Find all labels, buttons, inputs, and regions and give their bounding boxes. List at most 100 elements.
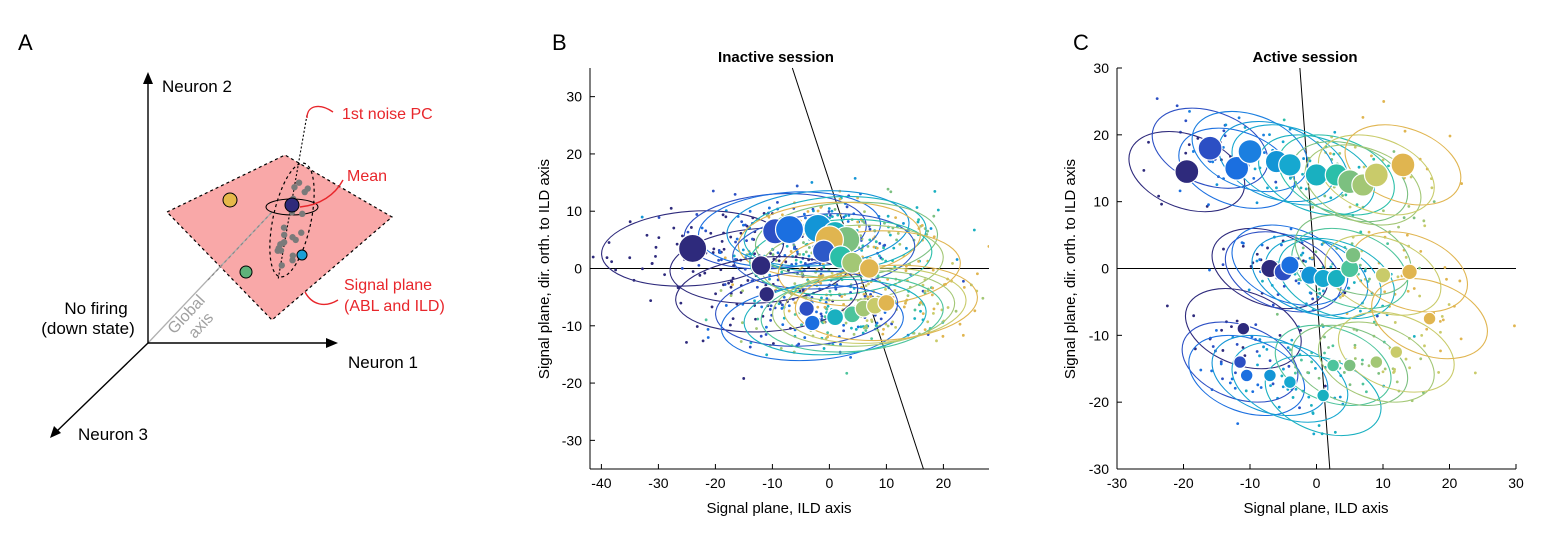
trial-dot [1513,324,1516,328]
y-tick-label: -30 [1089,461,1109,477]
trial-dot [641,267,644,271]
trial-dot [863,210,866,214]
trial-dot [931,286,935,290]
trial-dot [1243,354,1247,358]
trial-dot [711,189,715,193]
trial-dot [769,318,773,322]
trial-dot [827,207,831,210]
trial-dot [1258,354,1261,358]
trial-dot [1184,119,1188,123]
trial-dot [764,333,768,336]
trial-dot [1252,176,1256,180]
trial-dot [1301,246,1305,250]
trial-dot [1405,233,1409,237]
trial-dot [1329,265,1333,269]
trial-dot [1228,381,1232,385]
trial-dot [1367,230,1371,234]
trial-dot [1237,116,1241,120]
trial-dot [1282,118,1286,122]
noise-dot [292,236,299,244]
trial-dot [932,307,936,311]
trial-dot [728,323,732,327]
trial-dot [798,289,802,293]
trial-dot [1258,258,1262,261]
x-tick-label: -40 [591,475,611,491]
trial-dot [926,289,930,293]
trial-dot [842,329,846,333]
condition-mean [877,293,896,312]
trial-dot [1338,395,1342,399]
trial-dot [1304,260,1308,263]
trial-dot [1263,151,1266,154]
trial-dot [781,323,785,327]
trial-dot [1235,343,1239,346]
trial-dot [824,301,828,304]
trial-dot [700,226,704,230]
x-tick-label: 20 [936,475,952,491]
trial-dot [820,296,823,300]
condition-mean [803,314,821,332]
trial-dot [695,325,699,328]
trial-dot [740,321,744,325]
trial-dot [876,329,880,332]
noise-ellipse [1178,127,1296,209]
trial-dot [1300,358,1303,362]
x-tick-label: -20 [705,475,725,491]
trial-dot [794,258,798,262]
trial-dot [712,247,716,251]
trial-dot [973,309,977,313]
trial-dot [1268,133,1271,137]
x-tick-label: 30 [1508,475,1524,491]
trial-dot [679,301,683,305]
condition-mean [1280,255,1300,275]
chart-b-title: Inactive session [718,49,834,66]
noise-dot [277,241,284,248]
trial-dot [614,268,618,272]
trial-dot [1219,360,1223,364]
trial-dot [756,317,760,321]
y-tick-label: 10 [1093,194,1109,210]
trial-dot [1235,319,1239,323]
trial-dot [906,294,910,298]
trial-dot [1403,129,1407,133]
trial-dot [926,229,930,233]
trial-dot [920,224,924,227]
trial-dot [864,284,868,288]
trial-dot [751,237,754,241]
y-tick-label: 30 [566,89,582,105]
trial-dot [706,336,710,339]
trial-dot [1278,334,1282,337]
trial-dot [704,318,708,322]
neuron2-arrowhead [143,72,153,84]
trial-dot [1221,263,1225,267]
y-tick-label: 20 [566,146,582,162]
trial-dot [591,255,595,259]
chart-c-title: Active session [1252,49,1357,66]
trial-dot [1220,328,1223,332]
trial-dot [850,326,853,330]
trial-dot [767,215,771,219]
trial-dot [875,246,879,250]
noise-ellipse [760,276,944,353]
trial-dot [1440,314,1444,318]
trial-dot [923,328,927,332]
trial-dot [930,293,934,297]
trial-dot [686,230,690,234]
trial-dot [714,292,717,296]
trial-dot [748,345,752,349]
trial-dot [731,283,734,287]
trial-dot [1310,360,1314,364]
trial-dot [709,231,713,235]
trial-dot [765,353,769,357]
trial-dot [1381,158,1385,162]
x-tick-label: 0 [826,475,834,491]
trial-dot [1275,312,1279,316]
condition-mean [826,308,845,327]
trial-dot [769,304,773,308]
trial-dot [650,262,654,265]
trial-dot [810,181,814,184]
trial-dot [1412,287,1416,290]
trial-dot [1255,252,1259,256]
x-tick-label: -30 [648,475,668,491]
trial-dot [919,309,922,313]
